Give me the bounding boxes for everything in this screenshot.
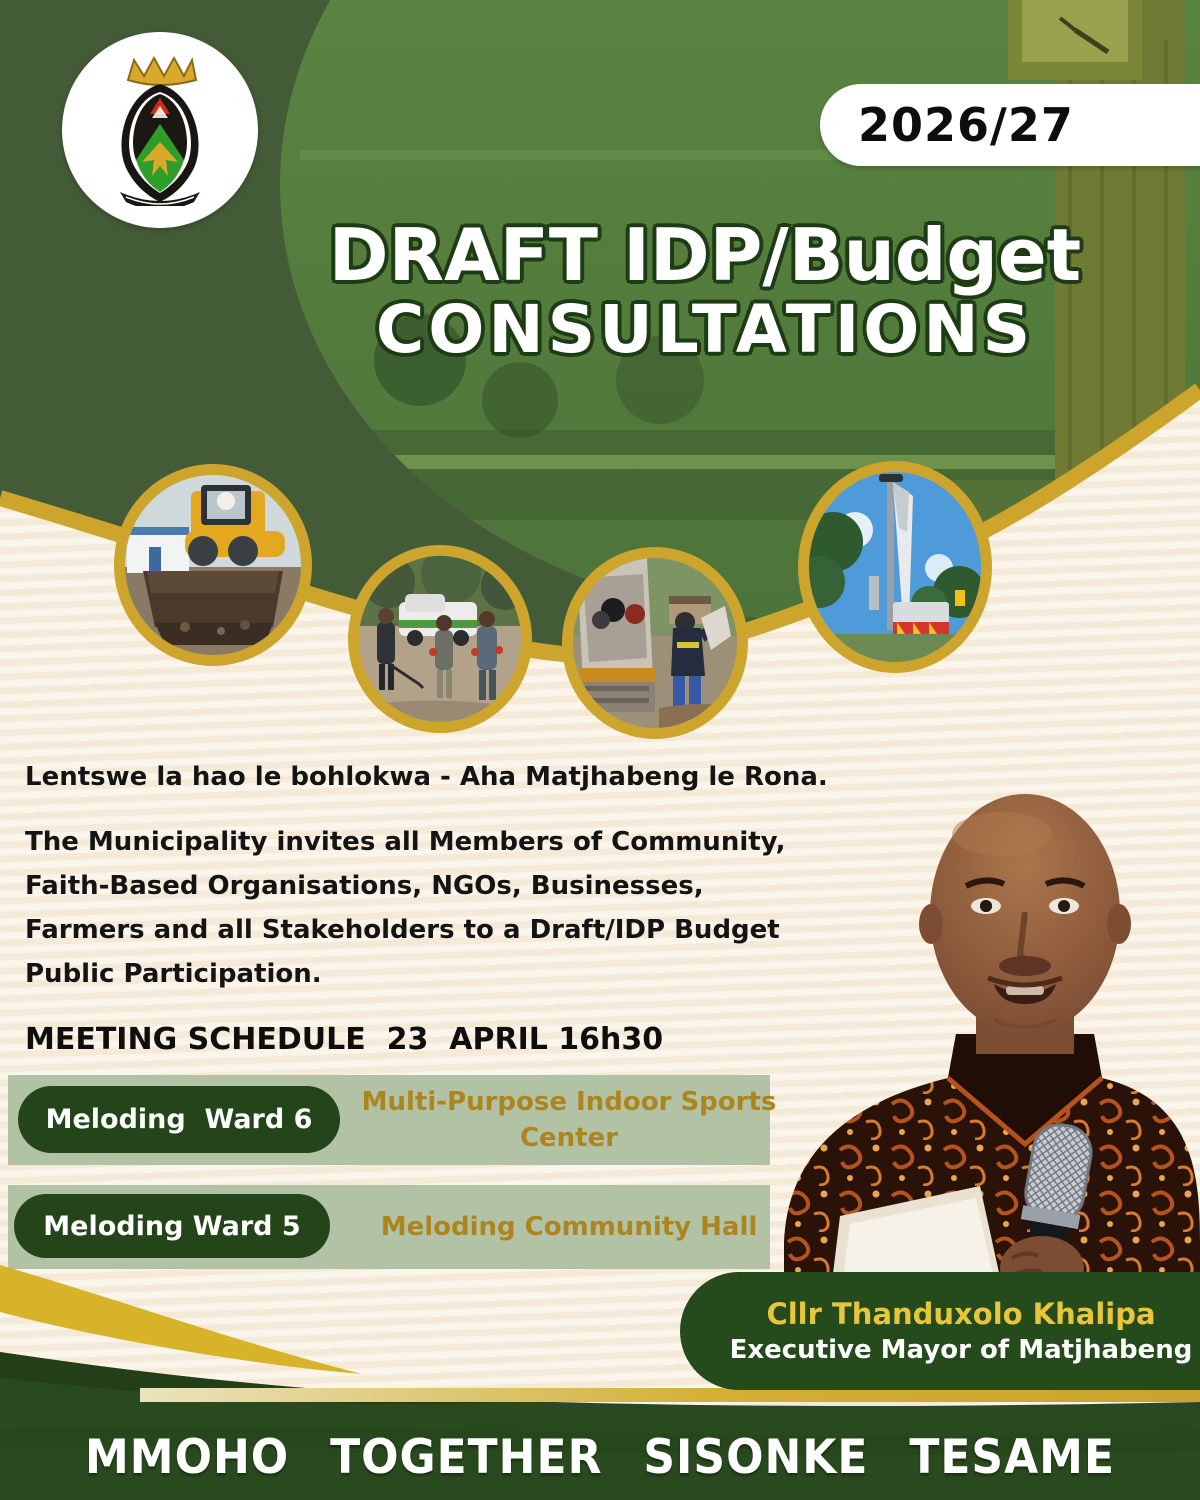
year-badge: 2026/27: [820, 84, 1200, 166]
venue-label: Meloding Community Hall: [380, 1212, 758, 1242]
ward-pill-label: Meloding Ward 6: [45, 1104, 313, 1135]
ward-pill-label: Meloding Ward 5: [43, 1210, 301, 1242]
title-line-2: CONSULTATIONS: [375, 290, 1035, 368]
venue-label: Multi-Purpose Indoor Sports Center: [361, 1087, 777, 1153]
photo-refuse-truck-worker: [562, 547, 748, 739]
schedule-row-ward5: Meloding Ward 5 Meloding Community Hall: [8, 1185, 770, 1269]
title-line-1: DRAFT IDP/Budget: [328, 213, 1082, 297]
hazard-chevrons: [893, 622, 949, 634]
inspectors: [377, 608, 503, 700]
invitation-paragraph: The Municipality invites all Members of …: [25, 820, 785, 996]
coat-of-arms-icon: [120, 55, 200, 206]
motto-word-tesame: TESAME: [909, 1429, 1115, 1486]
photo-streetlight-cherry-picker: [798, 461, 992, 673]
gold-divider-strip: [140, 1388, 1200, 1402]
slogan-line: Lentswe la hao le bohlokwa - Aha Matjhab…: [25, 762, 828, 792]
schedule-row-ward6: Meloding Ward 6 Multi-Purpose Indoor Spo…: [8, 1075, 776, 1165]
invitation-line-1: The Municipality invites all Members of …: [25, 827, 786, 857]
municipality-logo-circle: [62, 32, 258, 228]
motto-word-sisonke: SISONKE: [643, 1429, 869, 1486]
year-badge-label: 2026/27: [858, 98, 1074, 152]
mayor-name: Cllr Thanduxolo Khalipa: [766, 1297, 1156, 1331]
invitation-line-2: Faith-Based Organisations, NGOs, Busines…: [25, 871, 704, 901]
footer-motto: MMOHO TOGETHER SISONKE TESAME: [85, 1429, 1115, 1486]
invitation-line-3: Farmers and all Stakeholders to a Draft/…: [25, 915, 780, 945]
motto-word-together: TOGETHER: [330, 1429, 603, 1486]
meeting-schedule-heading: MEETING SCHEDULE 23 APRIL 16h30: [25, 1022, 664, 1057]
motto-word-mmoho: MMOHO: [85, 1429, 290, 1486]
photo-road-inspection-bakkie: [348, 545, 532, 733]
ward-pill: Meloding Ward 5: [14, 1194, 330, 1258]
invitation-line-4: Public Participation.: [25, 959, 322, 989]
mayor-name-plate: Cllr Thanduxolo Khalipa Executive Mayor …: [680, 1272, 1200, 1390]
photo-front-end-loader: [114, 464, 312, 666]
gold-swoosh: [0, 1265, 362, 1374]
mayor-role: Executive Mayor of Matjhabeng: [729, 1335, 1193, 1365]
ward-pill: Meloding Ward 6: [18, 1086, 340, 1153]
poster-title: DRAFT IDP/Budget CONSULTATIONS: [240, 213, 1170, 368]
